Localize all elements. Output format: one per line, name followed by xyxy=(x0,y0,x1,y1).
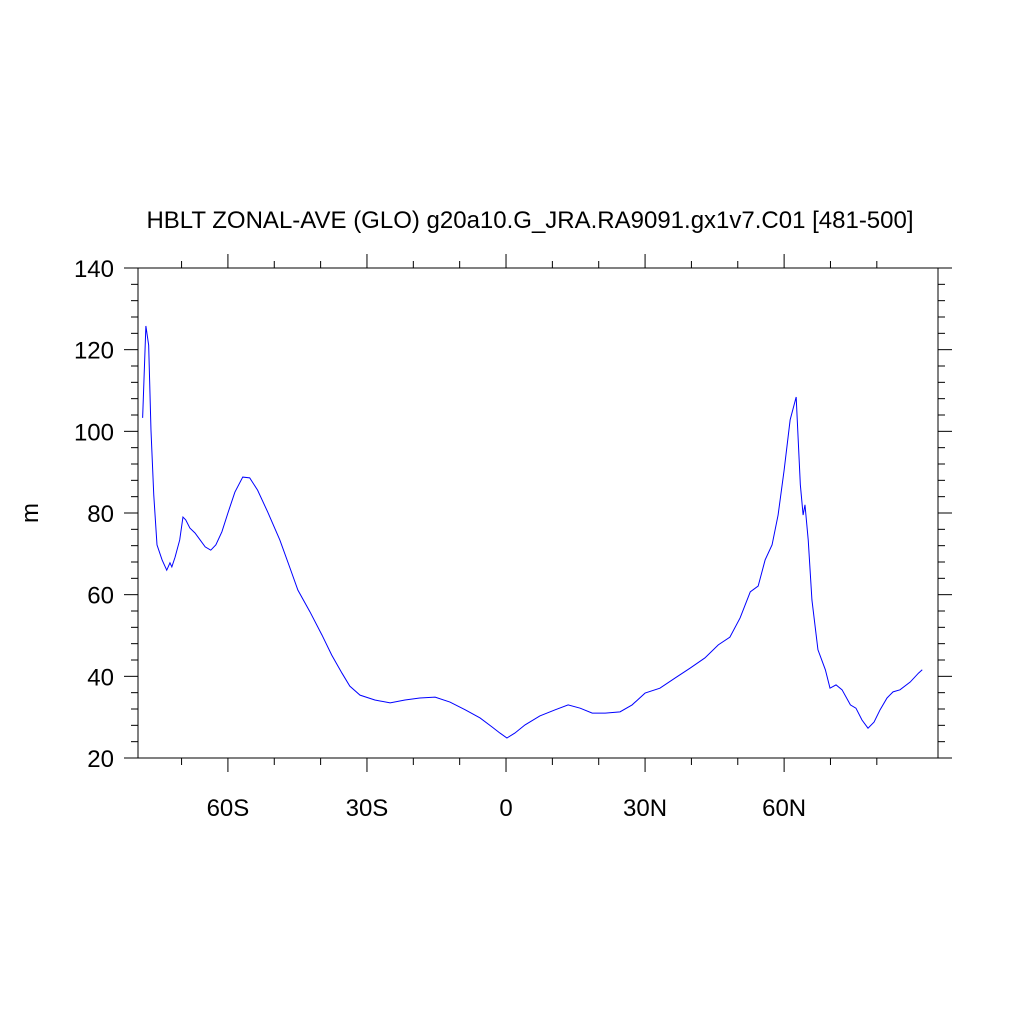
x-tick-label: 30S xyxy=(346,795,389,822)
y-tick-label: 140 xyxy=(74,256,114,283)
y-tick-label: 80 xyxy=(87,501,114,528)
y-axis-label: m xyxy=(17,503,44,523)
data-line xyxy=(142,325,923,739)
chart-title: HBLT ZONAL-AVE (GLO) g20a10.G_JRA.RA9091… xyxy=(146,207,913,234)
plot-frame xyxy=(137,267,939,759)
x-tick-label: 60S xyxy=(207,795,250,822)
x-tick-label: 60N xyxy=(762,795,806,822)
x-tick-label: 30N xyxy=(623,795,667,822)
y-tick-label: 120 xyxy=(74,338,114,365)
x-tick-label: 0 xyxy=(499,795,512,822)
y-tick-label: 60 xyxy=(87,583,114,610)
y-tick-label: 20 xyxy=(87,746,114,773)
y-tick-label: 40 xyxy=(87,664,114,691)
y-tick-label: 100 xyxy=(74,419,114,446)
